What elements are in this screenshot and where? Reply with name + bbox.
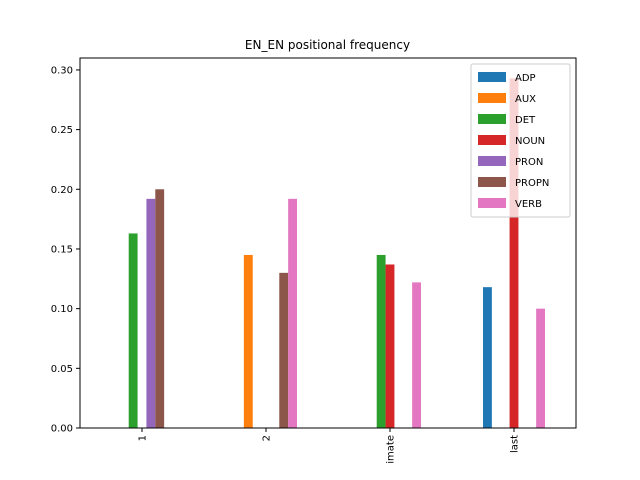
bar-propn-1 bbox=[155, 189, 165, 428]
bar-noun-last bbox=[509, 78, 519, 428]
bar-propn-2 bbox=[279, 272, 289, 428]
x-tick-label: imate bbox=[386, 435, 397, 464]
legend-label-noun: NOUN bbox=[515, 136, 545, 147]
bar-verb-2 bbox=[288, 198, 297, 428]
x-tick-label: 2 bbox=[262, 435, 273, 441]
y-tick-label: 0.15 bbox=[51, 244, 73, 255]
legend-label-aux: AUX bbox=[515, 94, 536, 105]
bar-adp-last bbox=[483, 287, 492, 428]
legend-swatch-verb bbox=[478, 198, 506, 208]
legend-swatch-noun bbox=[478, 135, 506, 145]
y-tick-label: 0.10 bbox=[51, 304, 73, 315]
legend-label-pron: PRON bbox=[515, 157, 543, 168]
legend-label-verb: VERB bbox=[515, 199, 542, 210]
x-axis: 1 2 imate last bbox=[138, 428, 521, 464]
legend-label-propn: PROPN bbox=[515, 178, 549, 189]
bar-det-imate bbox=[376, 254, 386, 428]
legend-swatch-pron bbox=[478, 156, 506, 166]
bar-noun-imate bbox=[385, 264, 395, 428]
bar-det-1 bbox=[128, 233, 138, 428]
x-tick-label: last bbox=[510, 435, 521, 453]
plot-frame bbox=[79, 57, 577, 429]
legend-swatch-det bbox=[478, 114, 506, 124]
legend-swatch-propn bbox=[478, 177, 506, 187]
y-tick-label: 0.25 bbox=[51, 125, 73, 136]
y-tick-label: 0.00 bbox=[51, 424, 73, 435]
legend-label-det: DET bbox=[515, 115, 536, 126]
y-axis: 0.00 0.05 0.10 0.15 0.20 0.25 0.30 bbox=[51, 65, 80, 435]
bar-pron-1 bbox=[146, 198, 156, 428]
x-tick-label: 1 bbox=[138, 435, 149, 441]
bar-aux-2 bbox=[243, 254, 253, 428]
legend: ADP AUX DET NOUN PRON PROPN VERB bbox=[470, 63, 571, 218]
bars-group bbox=[128, 78, 545, 428]
legend-swatch-adp bbox=[478, 72, 506, 82]
chart-title: EN_EN positional frequency bbox=[245, 38, 410, 52]
bar-verb-last bbox=[536, 308, 545, 428]
y-tick-label: 0.20 bbox=[51, 185, 73, 196]
legend-label-adp: ADP bbox=[515, 73, 536, 84]
y-tick-label: 0.30 bbox=[51, 65, 73, 76]
bar-verb-imate bbox=[412, 282, 421, 428]
legend-swatch-aux bbox=[478, 93, 506, 103]
y-tick-label: 0.05 bbox=[51, 364, 73, 375]
